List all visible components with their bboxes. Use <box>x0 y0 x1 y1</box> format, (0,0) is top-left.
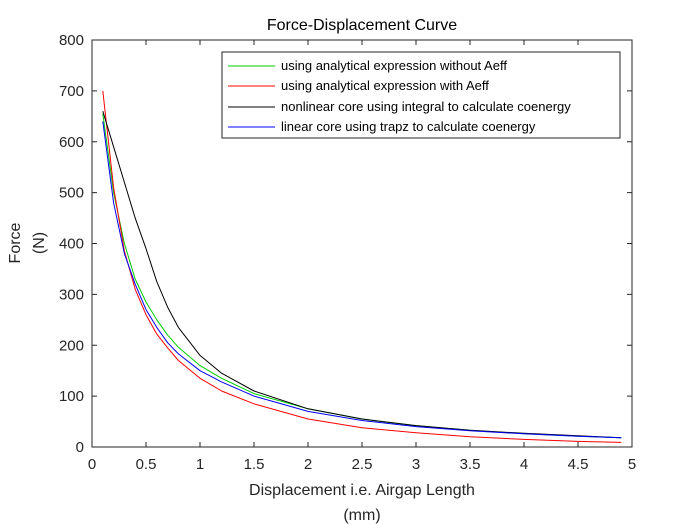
legend-label-with-aeff: using analytical expression with Aeff <box>281 78 489 93</box>
x-tick-label: 3.5 <box>460 456 481 473</box>
x-tick-label: 4 <box>520 456 528 473</box>
x-tick-label: 0 <box>88 456 96 473</box>
y-tick-label: 500 <box>59 185 84 202</box>
y-tick-label: 600 <box>59 134 84 151</box>
x-tick-label: 1.5 <box>244 456 265 473</box>
x-tick-label: 0.5 <box>136 456 157 473</box>
x-tick-label: 1 <box>196 456 204 473</box>
chart-title: Force-Displacement Curve <box>267 17 457 34</box>
x-tick-label: 2.5 <box>352 456 373 473</box>
legend-label-linear-core: linear core using trapz to calculate coe… <box>281 119 536 134</box>
series-layer <box>102 90 622 443</box>
x-tick-label: 5 <box>628 456 636 473</box>
y-tick-label: 400 <box>59 236 84 253</box>
y-tick-label: 200 <box>59 337 84 354</box>
x-axis-label: Displacement i.e. Airgap Length <box>249 482 475 499</box>
x-tick-label: 2 <box>304 456 312 473</box>
legend-label-without-aeff: using analytical expression without Aeff <box>281 58 507 73</box>
y-axis-label: Force <box>7 222 24 263</box>
legend: using analytical expression without Aeff… <box>221 51 621 139</box>
x-tick-label: 4.5 <box>568 456 589 473</box>
legend-box <box>221 51 621 139</box>
y-tick-label: 700 <box>59 83 84 100</box>
y-axis-ticks: 0 100 200 300 400 500 600 700 800 <box>59 32 632 456</box>
x-axis-unit-label: (mm) <box>343 507 380 524</box>
legend-label-nonlinear-core: nonlinear core using integral to calcula… <box>281 99 571 114</box>
series-with-aeff <box>102 90 622 443</box>
x-tick-label: 3 <box>412 456 420 473</box>
series-linear-core <box>102 121 622 439</box>
y-tick-label: 100 <box>59 388 84 405</box>
y-tick-label: 800 <box>59 32 84 49</box>
y-tick-label: 0 <box>76 439 84 456</box>
y-tick-label: 300 <box>59 286 84 303</box>
x-axis-ticks: 0 0.5 1 1.5 2 2.5 3 3.5 4 4.5 5 <box>88 40 636 473</box>
y-axis-unit-label: (N) <box>31 232 48 254</box>
